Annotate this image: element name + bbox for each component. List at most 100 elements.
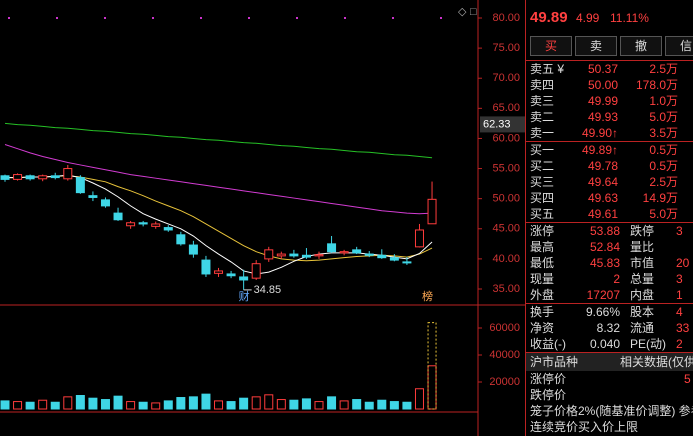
volume-bar: [364, 401, 374, 410]
order-row: 买二 49.78 0.5万: [526, 158, 693, 174]
candle-body: [88, 195, 98, 198]
candle-body: [151, 223, 161, 227]
volume-bar: [352, 399, 362, 410]
stat-label: 最高: [530, 240, 555, 254]
volume-bar: [201, 393, 211, 410]
chart: ◇ □ 80.00 75.00 70.00 65.00 60.00 55.00 50.00 4…: [0, 0, 525, 436]
stat-value: 53.88: [589, 224, 620, 238]
low-label: 34.85: [254, 284, 282, 296]
volume-bar: [289, 399, 299, 410]
volume-bar: [13, 401, 23, 410]
stat-row: 收益(-) 0.040 PE(动) 2: [526, 336, 693, 352]
order-volume: 2.5万: [649, 62, 678, 76]
candle-body: [50, 175, 60, 179]
order-row: 卖四 50.00 178.0万: [526, 77, 693, 93]
order-volume: 0.5万: [649, 159, 678, 173]
order-row: 买四 49.63 14.9万: [526, 190, 693, 206]
dot: [248, 17, 250, 19]
section-row: 涨停价 5: [526, 371, 693, 387]
order-label: 卖五 ¥: [530, 62, 565, 76]
stat-label: 现量: [530, 272, 555, 286]
candle-body: [126, 222, 136, 227]
button[interactable]: 卖: [575, 36, 617, 56]
volume-bar: [214, 400, 224, 410]
order-volume: 14.9万: [642, 191, 678, 205]
stat-value: 8.32: [596, 321, 620, 335]
candle-body: [264, 249, 274, 260]
candle-body: [339, 251, 349, 254]
candle-body: [402, 261, 412, 264]
candle-body: [113, 212, 123, 221]
order-label: 买五: [530, 207, 555, 221]
button[interactable]: 买: [530, 36, 572, 56]
volume-bar: [163, 400, 173, 410]
volume-bar: [414, 388, 424, 410]
stat-value: 3: [676, 224, 683, 238]
change: 4.99: [576, 11, 600, 25]
order-label: 卖四: [530, 78, 555, 92]
dot: [296, 17, 298, 19]
price-tick-label: 50.00: [492, 193, 520, 205]
candle-body: [75, 177, 85, 194]
order-price: 49.89↑: [581, 143, 618, 157]
stat-value: 33: [676, 321, 690, 335]
button[interactable]: 信: [665, 36, 693, 56]
stat-value: 9.66%: [585, 305, 620, 319]
volume-bar: [251, 396, 261, 410]
section-value: 5: [684, 372, 691, 386]
order-book: 卖五 ¥50.37 2.5万 卖四 50.00 178.0万 卖三 49.99 1.0万 卖二 4…: [526, 60, 693, 222]
volume-tick-label: 40000: [489, 349, 520, 361]
volume-tick-label: 60000: [489, 322, 520, 334]
order-label: 买一: [530, 143, 555, 157]
volume-bar: [427, 365, 437, 410]
order-row: 卖一 49.90↑ 3.5万: [526, 125, 693, 141]
stat-label: 最低: [530, 256, 555, 270]
section-right: 相关数据(仅供: [620, 355, 693, 369]
candle-body: [289, 253, 299, 257]
candle-body: [63, 168, 73, 180]
order-row: 卖二 49.93 5.0万: [526, 109, 693, 125]
stat-value: 0.040: [589, 337, 620, 351]
stat-value: 17207: [586, 288, 620, 302]
order-row: 买一 49.89↑ 0.5万: [526, 141, 693, 158]
order-volume: 5.0万: [649, 207, 678, 221]
dot: [392, 17, 394, 19]
price-marker: 62.33: [483, 118, 511, 130]
stat-value: 1: [676, 288, 683, 302]
moving-average: [5, 174, 433, 275]
stat-label: 量比: [630, 240, 655, 254]
stat-value: 2: [676, 337, 683, 351]
volume-tick-label: 20000: [489, 376, 520, 388]
button[interactable]: 撤: [620, 36, 662, 56]
price-tick-label: 70.00: [492, 72, 520, 84]
stat-label: PE(动): [630, 337, 667, 351]
tool-icon[interactable]: □: [470, 6, 477, 18]
candle-body: [327, 243, 337, 253]
candle-body: [301, 254, 311, 258]
section-label: 跌停价: [530, 388, 567, 402]
dot: [8, 17, 10, 19]
candle-body: [163, 227, 173, 231]
order-row: 卖五 ¥ 50.37 2.5万: [526, 61, 693, 77]
note: 笼子价格2%(随基准价调整) 参考: [530, 404, 693, 418]
candle-body: [38, 175, 48, 180]
volume-bar: [276, 399, 286, 410]
candle-body: [0, 175, 10, 180]
percent: 11.11%: [610, 11, 649, 25]
moving-average: [4, 143, 433, 215]
order-price: 49.64: [587, 175, 618, 189]
volume-bar: [38, 399, 48, 410]
section-header: 沪市品种 相关数据(仅供: [526, 353, 693, 371]
tool-icon[interactable]: ◇: [458, 6, 467, 18]
stat-row: 最高 52.84 量比: [526, 239, 693, 255]
candle-body: [389, 257, 399, 261]
volume-bar: [151, 402, 161, 410]
order-row: 买五 49.61 5.0万: [526, 206, 693, 222]
stat-value: 52.84: [589, 240, 620, 254]
price-tick-label: 80.00: [492, 12, 520, 24]
volume-bar: [339, 400, 349, 410]
volume-bar: [50, 401, 60, 410]
stat-row: 最低 45.83 市值 20: [526, 255, 693, 271]
dot: [440, 17, 442, 19]
